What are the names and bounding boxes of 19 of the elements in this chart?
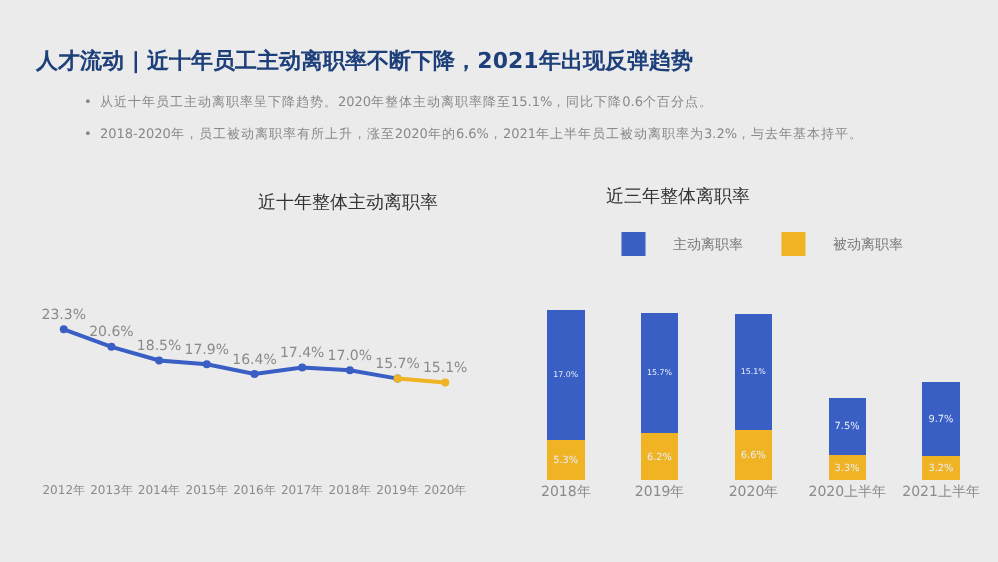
point bbox=[155, 356, 164, 365]
point bbox=[298, 363, 307, 372]
text: 人才流动 | 近十年员工主动离职率不断下降，2021年出现反弹趋势 bbox=[34, 48, 693, 74]
point bbox=[202, 360, 211, 369]
bar bbox=[734, 314, 773, 430]
bar bbox=[828, 397, 867, 456]
bar bbox=[547, 439, 585, 481]
bar bbox=[640, 312, 679, 433]
bar bbox=[922, 381, 960, 456]
bar bbox=[734, 429, 773, 481]
point bbox=[250, 370, 259, 379]
bar bbox=[640, 432, 679, 481]
point bbox=[441, 378, 450, 387]
bar bbox=[547, 309, 585, 440]
point bbox=[345, 366, 354, 375]
point bbox=[107, 342, 116, 351]
chart-title: 近十年整体主动离职率 bbox=[258, 192, 438, 214]
point bbox=[59, 325, 68, 334]
chart-title: 近三年整体离职率 bbox=[606, 186, 750, 208]
